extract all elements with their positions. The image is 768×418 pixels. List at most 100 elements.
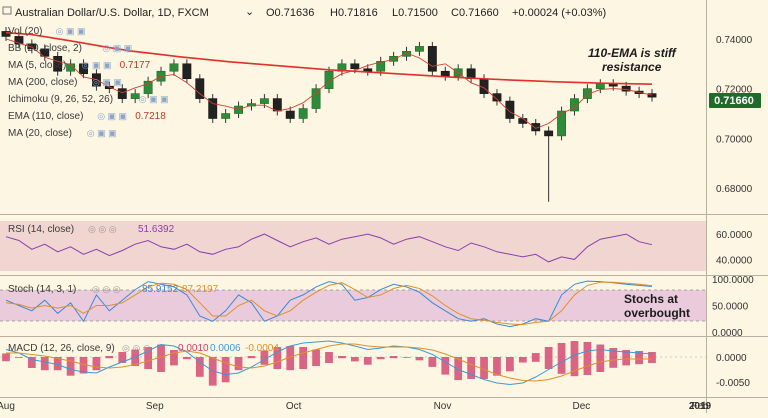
macd-hist-bar	[648, 352, 656, 363]
study-settings-icon[interactable]: ◎ ▣ ▣	[92, 77, 122, 87]
rsi-legend: RSI (14, close) ◎ ◎ ◎ 51.6392	[8, 224, 175, 235]
candle-body	[376, 60, 386, 72]
collapse-icon[interactable]	[2, 6, 12, 15]
candle-body	[27, 43, 37, 50]
candle-body	[621, 85, 631, 92]
candle-body	[272, 98, 282, 112]
candle-body	[427, 46, 437, 72]
macd-label[interactable]: MACD (12, 26, close, 9)	[8, 343, 115, 354]
study-label[interactable]: Ichimoku (9, 26, 52, 26)	[8, 94, 113, 105]
candle-body	[1, 31, 11, 37]
symbol-title[interactable]: Australian Dollar/U.S. Dollar, 1D, FXCM	[15, 7, 209, 19]
study-settings-icon[interactable]: ◎ ▣ ▣	[97, 111, 127, 121]
stoch-label[interactable]: Stoch (14, 3, 1)	[8, 284, 76, 295]
candle-body	[298, 108, 308, 119]
price-tag-bg	[709, 93, 761, 108]
stoch-k-value: 85.9152	[142, 284, 179, 295]
macd-hist-bar	[596, 344, 605, 372]
macd-signal-value: -0.0004	[245, 343, 279, 354]
macd-hist-bar	[338, 356, 346, 359]
stoch-d-line	[5, 281, 653, 326]
candle-body	[324, 70, 334, 89]
study-settings-icon[interactable]: ◎ ▣ ▣	[102, 43, 132, 53]
candle-body	[169, 63, 179, 72]
ema-annotation: 110-EMA is stiff resistance	[588, 46, 677, 74]
x-tick: Dec	[572, 401, 590, 412]
price-axis[interactable]	[706, 0, 768, 413]
macd-hist-bar	[325, 352, 333, 363]
candle-body	[53, 56, 63, 72]
macd-hist-bar	[402, 357, 411, 358]
rsi-settings-icon[interactable]: ◎ ◎ ◎	[88, 224, 117, 234]
study-label[interactable]: MA (20, close)	[8, 128, 72, 139]
candle-body	[595, 83, 605, 89]
candle-body	[311, 88, 321, 109]
ema-note-line1: 110-EMA is stiff	[588, 46, 677, 60]
study-label[interactable]: MA (5, close)	[8, 60, 66, 71]
candle-body	[570, 98, 579, 112]
study-label[interactable]: Vol (20)	[8, 26, 42, 37]
candle-body	[259, 98, 269, 104]
low-value: L0.71500	[392, 7, 438, 19]
price-panel[interactable]	[0, 0, 706, 213]
macd-hist-bar	[454, 357, 463, 381]
visibility-icon[interactable]: ⌄	[245, 6, 254, 18]
price-tick: 0.70000	[716, 134, 753, 145]
macd-hist-bar	[40, 357, 49, 371]
macd-hist-bar	[299, 347, 308, 369]
macd-hist-value: 0.0010	[178, 343, 209, 354]
candle-body	[389, 56, 399, 62]
stoch-tick: 50.0000	[712, 301, 749, 312]
ema-note-line2: resistance	[602, 60, 662, 74]
macd-hist-bar	[635, 351, 643, 365]
macd-hist-bar	[544, 347, 553, 369]
macd-hist-bar	[79, 357, 88, 374]
price-tick: 0.72000	[716, 85, 753, 96]
candle-body	[363, 68, 373, 72]
macd-hist-bar	[53, 357, 62, 371]
open-value: O0.71636	[266, 7, 314, 19]
study-label[interactable]: BB (20, close, 2)	[8, 43, 82, 54]
stoch-series	[5, 280, 653, 328]
macd-settings-icon[interactable]: ◎ ◎ ◎	[122, 343, 151, 353]
candle-body	[647, 93, 657, 98]
macd-hist-bar	[312, 349, 320, 366]
macd-hist-bar	[286, 346, 295, 371]
study-label[interactable]: MA (200, close)	[8, 77, 77, 88]
close-value: C0.71660	[451, 7, 499, 19]
macd-hist-bar	[105, 356, 114, 359]
study-label[interactable]: EMA (110, close)	[8, 111, 83, 122]
study-legend: Vol (20) ◎ ▣ ▣BB (20, close, 2) ◎ ▣ ▣MA (5…	[8, 26, 169, 139]
macd-hist-bar	[557, 343, 566, 374]
stoch-legend: Stoch (14, 3, 1) ◎ ◎ ◎ 85.9152 87.2197	[8, 284, 219, 295]
macd-hist-bar	[144, 347, 152, 369]
macd-hist-bar	[170, 350, 178, 366]
candle-body	[557, 110, 566, 137]
change-value: +0.00024 (+0.03%)	[512, 7, 606, 19]
candle-body	[195, 78, 205, 99]
macd-hist-bar	[92, 357, 101, 371]
rsi-series	[5, 233, 653, 263]
candle-body	[350, 63, 360, 70]
stoch-tick: 100.0000	[712, 275, 754, 286]
study-settings-icon[interactable]: ◎ ▣ ▣	[139, 94, 169, 104]
stoch-d-value: 87.2197	[182, 284, 219, 295]
macd-series	[2, 340, 656, 386]
study-settings-icon[interactable]: ◎ ▣ ▣	[56, 26, 86, 36]
study-settings-icon[interactable]: ◎ ▣ ▣	[87, 128, 117, 138]
x-tick: Sep	[146, 401, 164, 412]
macd-hist-bar	[234, 357, 243, 371]
macd-hist-bar	[415, 357, 424, 361]
candle-body	[66, 63, 76, 72]
study-settings-icon[interactable]: ◎ ▣ ▣	[82, 60, 112, 70]
macd-hist-bar	[389, 356, 398, 359]
stoch-settings-icon[interactable]: ◎ ◎ ◎	[92, 284, 121, 294]
stoch-annotation: Stochs at overbought	[624, 292, 690, 320]
ma-5-line	[5, 38, 653, 129]
candle-body	[143, 80, 153, 94]
candle-body	[182, 63, 192, 80]
rsi-label[interactable]: RSI (14, close)	[8, 224, 74, 235]
macd-hist-bar	[131, 349, 140, 366]
axis-labels: 0.74000 0.72000 0.70000 0.68000 60.0000 40.00…	[0, 35, 754, 412]
